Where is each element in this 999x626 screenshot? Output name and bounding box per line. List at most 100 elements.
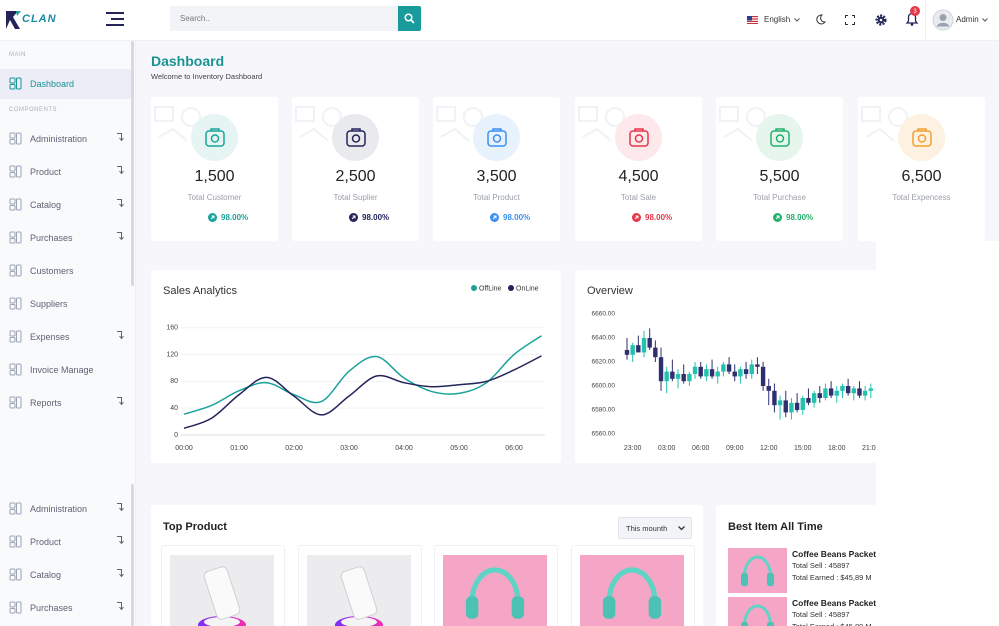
- language-label: English: [764, 15, 791, 24]
- search-input[interactable]: Search..: [170, 6, 398, 31]
- sidebar-item[interactable]: Expenses: [0, 322, 131, 352]
- sidebar-label: Product: [30, 167, 62, 177]
- shape: [9, 535, 16, 542]
- shape: [463, 107, 483, 127]
- sidebar-label: Purchases: [30, 603, 73, 613]
- shape: [9, 403, 16, 409]
- sidebar-item[interactable]: Product: [0, 527, 131, 557]
- card-pattern: [295, 106, 342, 142]
- search-button[interactable]: [398, 6, 421, 31]
- shape: [16, 11, 21, 16]
- sidebar-item[interactable]: Purchases: [0, 223, 131, 253]
- stat-change-value: 98.00%: [503, 213, 531, 222]
- chevron: [982, 18, 988, 22]
- sidebar-icon: [9, 132, 22, 145]
- theme-toggle[interactable]: [816, 14, 826, 25]
- stat-card: 5,500 Total Purchase 98.00%: [716, 97, 843, 241]
- sidebar-item[interactable]: Purchases: [0, 593, 131, 623]
- stat-icon-circle: [615, 114, 662, 161]
- shape: [917, 134, 927, 143]
- sidebar-label: Administration: [30, 504, 88, 514]
- sidebar-icon: [9, 568, 22, 581]
- settings-button[interactable]: [875, 14, 887, 26]
- shape: [766, 621, 775, 626]
- stat-icon: [912, 128, 932, 147]
- stat-change: 98.00%: [433, 213, 560, 223]
- stat-label: Total Product: [473, 193, 520, 202]
- stat-icon: [487, 128, 507, 147]
- top-product-title: Top Product: [163, 521, 227, 533]
- sidebar-label: Dashboard: [30, 79, 75, 89]
- shape: [117, 397, 124, 406]
- shape: [9, 396, 16, 403]
- sidebar-label: Catalog: [30, 200, 62, 210]
- sidebar-icon: [9, 535, 22, 548]
- stat-value: 3,500: [476, 168, 517, 185]
- period-dropdown[interactable]: This mounth: [618, 517, 692, 539]
- sidebar-scrollbar: [131, 484, 134, 626]
- shape: [299, 127, 329, 142]
- sidebar-label: Reports: [30, 398, 62, 408]
- shape: [205, 130, 225, 147]
- sidebar-item[interactable]: Suppliers: [0, 289, 131, 319]
- shape: [648, 596, 662, 619]
- shape: [728, 597, 787, 626]
- overview-card: [575, 270, 876, 463]
- sidebar-icon: [9, 165, 22, 178]
- language-select[interactable]: English: [746, 12, 802, 28]
- sidebar-label: Purchases: [30, 233, 73, 243]
- shape: [9, 139, 16, 145]
- header-divider: [925, 0, 926, 40]
- shape: [747, 18, 758, 20]
- shape: [747, 20, 758, 22]
- card-pattern: [861, 106, 908, 142]
- stat-icon-circle: [332, 114, 379, 161]
- sidebar-item[interactable]: Product: [0, 157, 131, 187]
- shape: [436, 106, 456, 122]
- trend-icon: [208, 213, 217, 222]
- sidebar-label: Expenses: [30, 332, 70, 342]
- shape: [9, 77, 16, 84]
- logo-text: CLAN: [22, 13, 57, 25]
- sidebar-item[interactable]: Administration: [0, 124, 131, 154]
- shape: [9, 297, 16, 304]
- shape: [511, 596, 525, 619]
- shape: [743, 555, 772, 576]
- shape: [9, 264, 16, 271]
- sidebar-item[interactable]: Reports: [0, 388, 131, 418]
- shape: [16, 502, 22, 515]
- shape: [492, 128, 502, 131]
- shape: [203, 566, 241, 620]
- user-menu[interactable]: Admin: [932, 9, 992, 31]
- sidebar-item[interactable]: Invoice Manage: [0, 355, 131, 385]
- best-item-name: Coffee Beans Packet: [792, 549, 877, 559]
- sidebar-item[interactable]: Administration: [0, 494, 131, 524]
- submenu-arrow: [117, 397, 124, 406]
- trend-icon: [632, 213, 641, 222]
- best-item-name: Coffee Beans Packet: [792, 598, 877, 608]
- shape: [747, 16, 752, 21]
- menu-toggle[interactable]: [106, 11, 125, 28]
- flag-icon: [747, 16, 758, 24]
- sidebar-item[interactable]: Dashboard: [0, 69, 131, 99]
- shape: [340, 566, 378, 620]
- stat-change-value: 98.00%: [221, 213, 249, 222]
- shape: [16, 132, 22, 145]
- product-image: [728, 597, 787, 626]
- stat-icon-circle: [898, 114, 945, 161]
- shape: [16, 297, 22, 310]
- shape: [117, 569, 124, 578]
- notifications-button[interactable]: 3: [904, 5, 922, 27]
- shape: [9, 165, 16, 172]
- sidebar-label: Product: [30, 537, 62, 547]
- shape: [106, 24, 124, 26]
- sidebar-item[interactable]: Catalog: [0, 190, 131, 220]
- shape: [322, 107, 342, 127]
- sidebar-label: Invoice Manage: [30, 365, 94, 375]
- fullscreen-toggle[interactable]: [845, 15, 855, 25]
- sidebar-item[interactable]: Customers: [0, 256, 131, 286]
- shape: [634, 134, 644, 143]
- shape: [775, 128, 785, 131]
- shape: [117, 199, 124, 208]
- sidebar-item[interactable]: Catalog: [0, 560, 131, 590]
